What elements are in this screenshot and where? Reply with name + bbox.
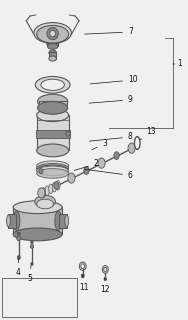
Ellipse shape xyxy=(30,244,34,248)
Ellipse shape xyxy=(38,188,45,198)
Bar xyxy=(2,278,77,317)
Ellipse shape xyxy=(35,76,70,93)
Ellipse shape xyxy=(114,152,119,159)
Ellipse shape xyxy=(66,131,70,136)
Ellipse shape xyxy=(37,109,69,122)
Ellipse shape xyxy=(37,144,69,157)
Ellipse shape xyxy=(37,164,69,173)
Text: 5: 5 xyxy=(28,266,33,283)
Ellipse shape xyxy=(31,262,33,266)
Text: 3: 3 xyxy=(92,139,107,150)
Bar xyxy=(59,214,67,228)
Ellipse shape xyxy=(47,40,59,47)
Ellipse shape xyxy=(98,158,105,168)
Ellipse shape xyxy=(38,101,68,114)
Ellipse shape xyxy=(47,28,58,40)
Ellipse shape xyxy=(41,79,64,90)
Text: 2: 2 xyxy=(74,159,99,171)
Ellipse shape xyxy=(7,215,10,227)
Ellipse shape xyxy=(38,165,68,174)
Text: 12: 12 xyxy=(100,278,110,294)
Ellipse shape xyxy=(49,50,56,56)
Ellipse shape xyxy=(38,94,68,108)
Ellipse shape xyxy=(65,215,69,227)
Ellipse shape xyxy=(55,211,62,230)
Ellipse shape xyxy=(84,167,89,174)
Text: 9: 9 xyxy=(89,95,133,104)
Ellipse shape xyxy=(45,186,49,196)
Ellipse shape xyxy=(39,169,43,174)
Ellipse shape xyxy=(134,137,140,149)
Ellipse shape xyxy=(79,262,86,270)
Ellipse shape xyxy=(52,182,57,192)
Ellipse shape xyxy=(54,182,59,189)
Text: 8: 8 xyxy=(89,132,133,141)
Bar xyxy=(39,101,67,108)
Ellipse shape xyxy=(104,277,106,281)
Bar xyxy=(37,115,69,150)
Text: 10: 10 xyxy=(90,76,137,84)
Ellipse shape xyxy=(47,44,58,49)
Ellipse shape xyxy=(81,264,85,268)
Ellipse shape xyxy=(49,184,53,194)
Bar xyxy=(36,130,70,138)
Ellipse shape xyxy=(37,25,69,43)
Ellipse shape xyxy=(56,180,60,190)
Text: 4: 4 xyxy=(16,260,20,277)
Bar xyxy=(8,214,16,228)
Ellipse shape xyxy=(13,211,20,230)
Ellipse shape xyxy=(37,199,54,209)
Text: 13: 13 xyxy=(140,127,156,140)
Ellipse shape xyxy=(50,30,55,37)
Ellipse shape xyxy=(49,56,56,61)
Ellipse shape xyxy=(35,195,55,207)
Ellipse shape xyxy=(13,201,62,214)
Ellipse shape xyxy=(128,143,135,153)
Bar xyxy=(13,207,62,234)
Text: 6: 6 xyxy=(85,169,133,180)
Ellipse shape xyxy=(17,232,20,235)
Ellipse shape xyxy=(31,241,33,244)
Ellipse shape xyxy=(42,188,46,197)
Ellipse shape xyxy=(17,256,20,260)
Text: 1: 1 xyxy=(173,60,182,68)
Ellipse shape xyxy=(68,173,75,183)
Ellipse shape xyxy=(17,236,21,241)
Bar xyxy=(49,52,56,59)
Ellipse shape xyxy=(34,22,71,43)
Ellipse shape xyxy=(104,268,107,271)
Bar xyxy=(47,43,58,46)
Text: 7: 7 xyxy=(85,28,133,36)
Ellipse shape xyxy=(13,228,62,241)
Ellipse shape xyxy=(37,161,69,171)
Text: 11: 11 xyxy=(79,275,89,292)
Ellipse shape xyxy=(37,166,69,176)
Ellipse shape xyxy=(102,266,108,273)
Ellipse shape xyxy=(81,274,84,278)
Ellipse shape xyxy=(37,169,69,178)
